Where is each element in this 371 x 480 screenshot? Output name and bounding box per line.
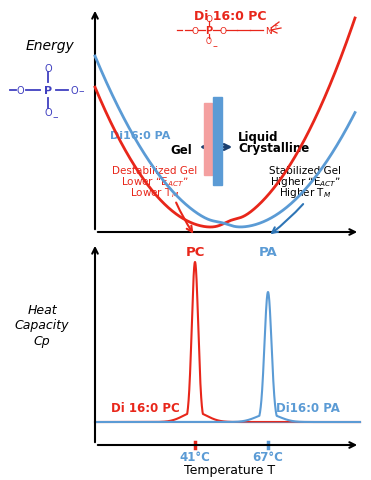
- Text: O: O: [206, 14, 213, 24]
- Text: Di 16:0 PC: Di 16:0 PC: [111, 402, 179, 415]
- Text: Lower “E$_{ACT}$”: Lower “E$_{ACT}$”: [121, 175, 189, 189]
- Text: Lower T$_M$: Lower T$_M$: [131, 186, 180, 200]
- Text: Di 16:0 PC: Di 16:0 PC: [194, 10, 266, 23]
- Text: O: O: [16, 86, 24, 96]
- Bar: [204, 104, 212, 176]
- Text: Crystalline: Crystalline: [238, 142, 309, 155]
- Text: O: O: [206, 37, 212, 47]
- Text: Higher “E$_{ACT}$”: Higher “E$_{ACT}$”: [269, 175, 341, 189]
- Text: –: –: [213, 41, 217, 51]
- Text: –: –: [78, 86, 84, 96]
- Text: +: +: [272, 23, 278, 29]
- Text: 67°C: 67°C: [253, 451, 283, 464]
- Text: Temperature T: Temperature T: [184, 464, 276, 477]
- Text: Higher T$_M$: Higher T$_M$: [279, 186, 331, 200]
- Text: P: P: [44, 86, 52, 96]
- Text: Heat
Capacity
Cp: Heat Capacity Cp: [15, 304, 69, 347]
- Text: Stabilized Gel: Stabilized Gel: [269, 166, 341, 176]
- Bar: [213, 98, 222, 186]
- Text: O: O: [220, 26, 227, 36]
- Text: PC: PC: [185, 246, 205, 259]
- Text: 41°C: 41°C: [180, 451, 210, 464]
- Text: PA: PA: [259, 246, 278, 259]
- Text: O: O: [191, 26, 198, 36]
- Text: O: O: [44, 64, 52, 74]
- Text: O: O: [70, 86, 78, 96]
- Text: O: O: [44, 108, 52, 118]
- Text: Gel: Gel: [170, 144, 192, 157]
- Text: Destabilized Gel: Destabilized Gel: [112, 166, 198, 176]
- Text: P: P: [206, 26, 213, 36]
- Text: Energy: Energy: [26, 39, 74, 53]
- Text: N: N: [266, 26, 272, 36]
- Text: Liquid: Liquid: [238, 131, 279, 144]
- Text: Di16:0 PA: Di16:0 PA: [110, 131, 170, 141]
- Text: –: –: [52, 112, 58, 122]
- Text: Di16:0 PA: Di16:0 PA: [276, 402, 340, 415]
